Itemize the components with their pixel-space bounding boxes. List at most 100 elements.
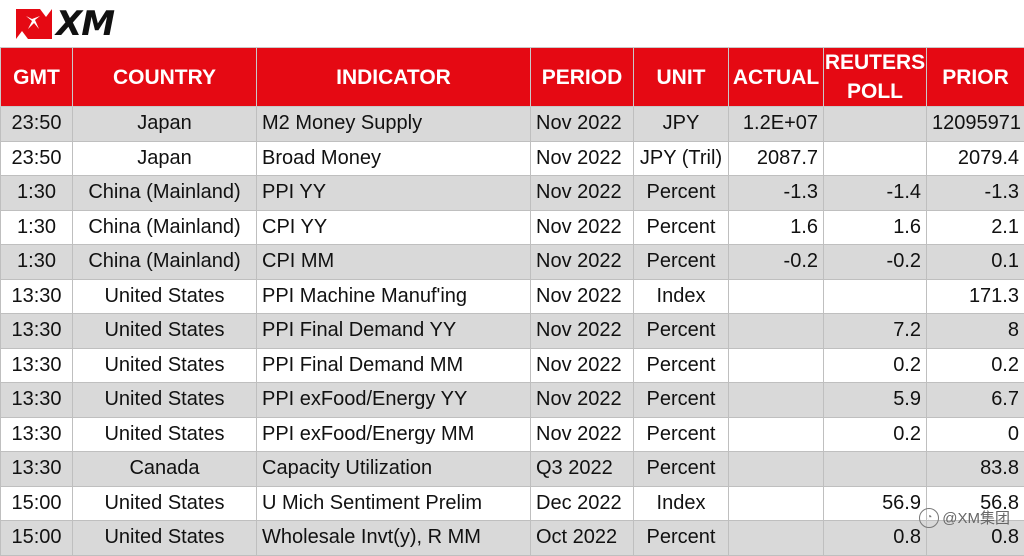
cell-indicator: CPI MM bbox=[257, 245, 531, 280]
cell-poll: 0.2 bbox=[824, 348, 927, 383]
cell-country: United States bbox=[73, 348, 257, 383]
cell-unit: Percent bbox=[634, 452, 729, 487]
cell-actual: 1.6 bbox=[729, 210, 824, 245]
cell-actual bbox=[729, 486, 824, 521]
cell-indicator: PPI Final Demand YY bbox=[257, 314, 531, 349]
cell-poll bbox=[824, 279, 927, 314]
cell-unit: Percent bbox=[634, 176, 729, 211]
cell-poll bbox=[824, 141, 927, 176]
cell-period: Nov 2022 bbox=[531, 107, 634, 142]
cell-actual bbox=[729, 314, 824, 349]
cell-indicator: Wholesale Invt(y), R MM bbox=[257, 521, 531, 556]
cell-unit: Percent bbox=[634, 383, 729, 418]
cell-poll: 1.6 bbox=[824, 210, 927, 245]
economic-calendar-table: GMT COUNTRY INDICATOR PERIOD UNIT ACTUAL… bbox=[0, 47, 1024, 556]
cell-indicator: Capacity Utilization bbox=[257, 452, 531, 487]
cell-poll: 56.9 bbox=[824, 486, 927, 521]
cell-poll: 7.2 bbox=[824, 314, 927, 349]
cell-indicator: PPI exFood/Energy YY bbox=[257, 383, 531, 418]
cell-country: United States bbox=[73, 279, 257, 314]
cell-actual: -0.2 bbox=[729, 245, 824, 280]
cell-actual bbox=[729, 383, 824, 418]
cell-prior: 0 bbox=[927, 417, 1024, 452]
cell-period: Nov 2022 bbox=[531, 383, 634, 418]
table-row: 15:00 United States U Mich Sentiment Pre… bbox=[1, 486, 1024, 521]
cell-indicator: U Mich Sentiment Prelim bbox=[257, 486, 531, 521]
cell-actual bbox=[729, 521, 824, 556]
cell-period: Nov 2022 bbox=[531, 314, 634, 349]
cell-unit: Percent bbox=[634, 245, 729, 280]
cell-prior: 171.3 bbox=[927, 279, 1024, 314]
cell-indicator: M2 Money Supply bbox=[257, 107, 531, 142]
cell-actual bbox=[729, 279, 824, 314]
cell-prior: 0.1 bbox=[927, 245, 1024, 280]
cell-period: Dec 2022 bbox=[531, 486, 634, 521]
cell-unit: Percent bbox=[634, 348, 729, 383]
cell-gmt: 1:30 bbox=[1, 176, 73, 211]
cell-unit: Percent bbox=[634, 521, 729, 556]
table-row: 1:30 China (Mainland) PPI YY Nov 2022 Pe… bbox=[1, 176, 1024, 211]
cell-country: Japan bbox=[73, 107, 257, 142]
cell-gmt: 23:50 bbox=[1, 141, 73, 176]
header-reuters-poll-line2: POLL bbox=[847, 80, 903, 103]
cell-indicator: PPI exFood/Energy MM bbox=[257, 417, 531, 452]
cell-country: United States bbox=[73, 486, 257, 521]
header-actual: ACTUAL bbox=[729, 48, 824, 107]
cell-actual bbox=[729, 348, 824, 383]
cell-poll: 0.2 bbox=[824, 417, 927, 452]
cell-actual: -1.3 bbox=[729, 176, 824, 211]
watermark: ◔ @XM集团 bbox=[919, 507, 1010, 528]
cell-country: Japan bbox=[73, 141, 257, 176]
table-row: 13:30 United States PPI Machine Manuf'in… bbox=[1, 279, 1024, 314]
cell-poll: -0.2 bbox=[824, 245, 927, 280]
cell-country: Canada bbox=[73, 452, 257, 487]
cell-unit: Index bbox=[634, 486, 729, 521]
table-row: 15:00 United States Wholesale Invt(y), R… bbox=[1, 521, 1024, 556]
cell-actual: 1.2E+07 bbox=[729, 107, 824, 142]
cell-period: Oct 2022 bbox=[531, 521, 634, 556]
cell-gmt: 13:30 bbox=[1, 417, 73, 452]
cell-country: China (Mainland) bbox=[73, 210, 257, 245]
cell-prior: 0.2 bbox=[927, 348, 1024, 383]
cell-country: China (Mainland) bbox=[73, 176, 257, 211]
cell-actual: 2087.7 bbox=[729, 141, 824, 176]
cell-period: Nov 2022 bbox=[531, 417, 634, 452]
cell-gmt: 1:30 bbox=[1, 245, 73, 280]
cell-unit: JPY bbox=[634, 107, 729, 142]
xm-logo-mark-icon bbox=[14, 7, 54, 41]
cell-gmt: 13:30 bbox=[1, 348, 73, 383]
cell-prior: 8 bbox=[927, 314, 1024, 349]
table-body: 23:50 Japan M2 Money Supply Nov 2022 JPY… bbox=[1, 107, 1024, 556]
cell-gmt: 13:30 bbox=[1, 314, 73, 349]
table-row: 1:30 China (Mainland) CPI YY Nov 2022 Pe… bbox=[1, 210, 1024, 245]
cell-unit: Percent bbox=[634, 417, 729, 452]
cell-period: Q3 2022 bbox=[531, 452, 634, 487]
cell-prior: 2079.4 bbox=[927, 141, 1024, 176]
wechat-icon: ◔ bbox=[919, 508, 939, 528]
cell-poll: 5.9 bbox=[824, 383, 927, 418]
header-period: PERIOD bbox=[531, 48, 634, 107]
cell-indicator: Broad Money bbox=[257, 141, 531, 176]
cell-gmt: 1:30 bbox=[1, 210, 73, 245]
cell-prior: 12095971 bbox=[927, 107, 1024, 142]
cell-poll: -1.4 bbox=[824, 176, 927, 211]
cell-period: Nov 2022 bbox=[531, 245, 634, 280]
cell-country: United States bbox=[73, 521, 257, 556]
cell-prior: 6.7 bbox=[927, 383, 1024, 418]
cell-country: United States bbox=[73, 417, 257, 452]
table-row: 23:50 Japan M2 Money Supply Nov 2022 JPY… bbox=[1, 107, 1024, 142]
cell-poll bbox=[824, 107, 927, 142]
cell-poll bbox=[824, 452, 927, 487]
table-header-row: GMT COUNTRY INDICATOR PERIOD UNIT ACTUAL… bbox=[1, 48, 1024, 107]
cell-unit: Percent bbox=[634, 210, 729, 245]
cell-prior: -1.3 bbox=[927, 176, 1024, 211]
header-prior: PRIOR bbox=[927, 48, 1024, 107]
cell-poll: 0.8 bbox=[824, 521, 927, 556]
watermark-text: @XM集团 bbox=[942, 507, 1010, 528]
cell-indicator: PPI Machine Manuf'ing bbox=[257, 279, 531, 314]
table-row: 13:30 Canada Capacity Utilization Q3 202… bbox=[1, 452, 1024, 487]
table-row: 1:30 China (Mainland) CPI MM Nov 2022 Pe… bbox=[1, 245, 1024, 280]
cell-period: Nov 2022 bbox=[531, 210, 634, 245]
table-row: 13:30 United States PPI Final Demand MM … bbox=[1, 348, 1024, 383]
cell-gmt: 15:00 bbox=[1, 486, 73, 521]
